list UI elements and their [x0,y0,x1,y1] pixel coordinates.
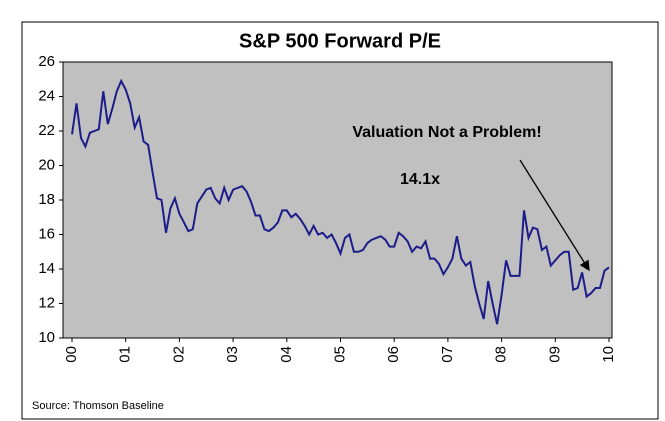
line-series [71,78,610,325]
x-tick-label: 04 [278,346,295,363]
chart-title: S&P 500 Forward P/E [239,30,441,52]
y-tick-label: 20 [38,156,55,173]
x-tick-label: 06 [385,346,402,363]
x-tick-label: 09 [546,346,563,363]
annotation: 14.1x [400,171,440,188]
x-tick-label: 02 [170,346,187,363]
x-tick-label: 00 [63,346,80,363]
x-tick-label: 01 [117,346,134,363]
y-tick-label: 26 [38,53,55,70]
x-tick-label: 03 [224,346,241,363]
y-tick-label: 24 [38,87,55,104]
annotation: Valuation Not a Problem! [352,124,541,141]
x-tick-label: 07 [439,346,456,363]
arrow [519,159,590,272]
y-tick-label: 18 [38,191,55,208]
plot-area [62,61,613,339]
y-tick-label: 14 [38,260,55,277]
y-tick-label: 16 [38,225,55,242]
source: Source: Thomson Baseline [32,400,164,412]
x-tick-label: 08 [493,346,510,363]
x-tick-label: 10 [600,346,617,363]
y-tick-label: 10 [38,329,55,346]
y-tick-label: 12 [38,294,55,311]
y-tick-label: 22 [38,122,55,139]
x-tick-label: 05 [331,346,348,363]
